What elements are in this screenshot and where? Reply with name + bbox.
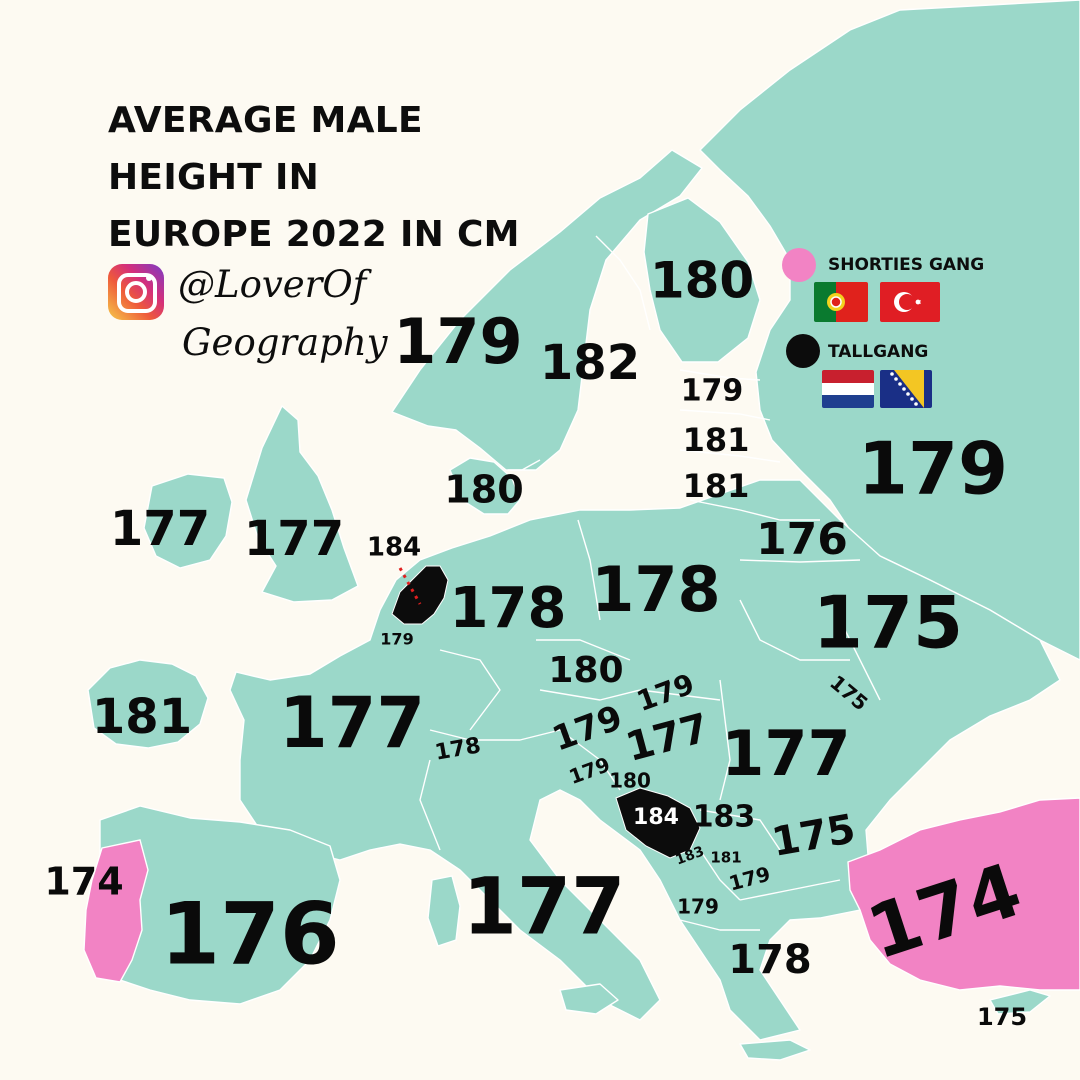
label-france: 177 — [279, 682, 425, 764]
map-title: AVERAGE MALE HEIGHT IN EUROPE 2022 IN CM — [108, 92, 520, 263]
label-bosnia: 184 — [633, 805, 679, 830]
label-czechia: 180 — [548, 650, 623, 691]
handle-line-1: @LoverOf — [178, 263, 367, 306]
label-estonia: 179 — [681, 374, 744, 409]
ireland-shape — [143, 473, 233, 569]
title-line-3: EUROPE 2022 IN CM — [108, 214, 520, 255]
label-italy: 177 — [463, 862, 626, 952]
title-line-1: AVERAGE MALE — [108, 100, 423, 141]
uk-shape — [245, 405, 359, 603]
instagram-icon — [108, 264, 164, 320]
label-albania: 179 — [677, 895, 719, 919]
portugal-flag — [814, 282, 868, 322]
label-greece: 178 — [728, 937, 812, 983]
credit-handle: @LoverOf Geography — [178, 256, 388, 372]
bosnia-shape — [615, 787, 701, 859]
label-cyprus: 175 — [977, 1003, 1027, 1031]
label-spain: 176 — [160, 884, 340, 984]
height-labels: 179 182 180 179 181 181 179 176 175 175 … — [44, 252, 1031, 1032]
portugal-shape — [83, 839, 149, 983]
label-serbia: 183 — [693, 800, 756, 835]
label-latvia: 181 — [683, 421, 750, 459]
handle-line-2: Geography — [182, 321, 388, 364]
label-belgium: 179 — [380, 630, 413, 649]
label-lithuania: 181 — [683, 467, 750, 505]
label-finland: 180 — [650, 252, 754, 310]
shorties-legend-label: SHORTIES GANG — [828, 255, 985, 275]
bosnia-flag — [880, 370, 932, 408]
label-belarus: 176 — [756, 514, 848, 565]
netherlands-callout-line — [398, 567, 422, 605]
crete-shape — [739, 1039, 811, 1061]
country-borders — [419, 235, 881, 931]
finland-shape — [643, 197, 761, 363]
label-russia: 179 — [858, 427, 1008, 511]
label-netherlands: 184 — [367, 533, 421, 563]
turkey-flag — [880, 282, 940, 322]
label-romania: 177 — [721, 717, 850, 790]
label-ukraine: 175 — [813, 581, 963, 665]
label-poland: 178 — [591, 553, 720, 626]
title-line-2: HEIGHT IN — [108, 157, 320, 198]
label-united-kingdom: 177 — [244, 511, 344, 567]
label-ireland: 177 — [110, 501, 210, 557]
tallgang-legend-label: TALLGANG — [828, 342, 929, 362]
sicily-shape — [559, 983, 619, 1015]
label-norway: 179 — [393, 305, 522, 378]
scandinavia-shape — [391, 149, 703, 471]
denmark-shape — [449, 457, 521, 515]
label-croatia: 180 — [609, 769, 651, 793]
label-iceland: 181 — [92, 689, 192, 745]
shorties-legend-dot — [782, 248, 816, 282]
cyprus-shape — [989, 989, 1051, 1015]
label-portugal: 174 — [44, 860, 123, 904]
netherlands-flag — [822, 370, 874, 408]
sardinia-shape — [427, 875, 461, 947]
label-denmark: 180 — [444, 468, 523, 512]
label-germany: 178 — [450, 576, 567, 641]
label-sweden: 182 — [540, 335, 640, 391]
tallgang-legend-dot — [786, 334, 820, 368]
iceland-shape — [87, 659, 209, 749]
turkey-shape — [847, 797, 1080, 991]
label-kosovo: 181 — [710, 849, 741, 867]
